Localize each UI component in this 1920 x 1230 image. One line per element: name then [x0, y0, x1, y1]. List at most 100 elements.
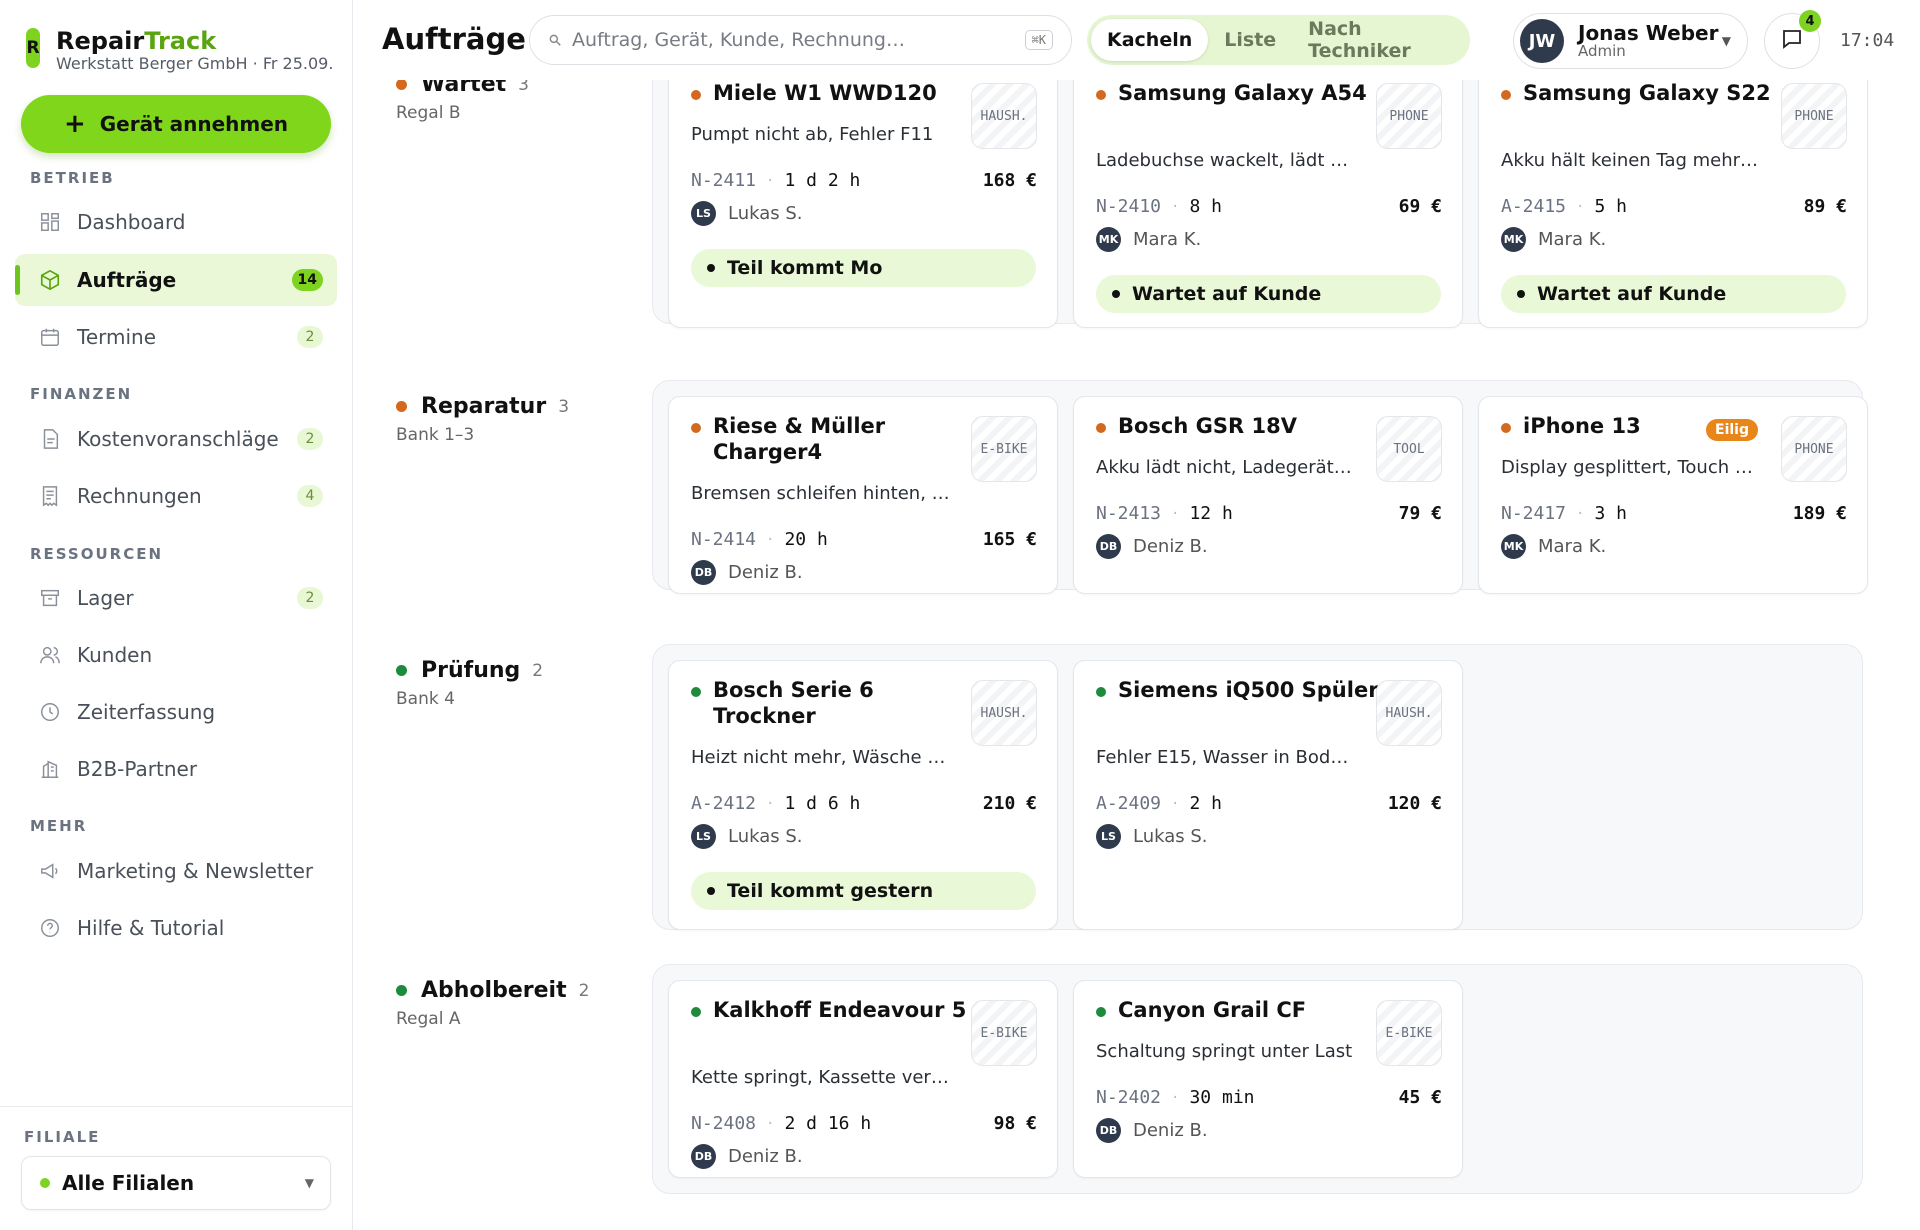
- orders-board: Wartet 3 Regal B Miele W1 WWD120 HAUSH. Pumpt…: [353, 80, 1920, 1230]
- avatar: LS: [691, 201, 716, 226]
- card-meta: A-2409 · 2 h 120 €: [1096, 793, 1442, 814]
- status-dot: [396, 665, 407, 676]
- status-dot: [1501, 90, 1511, 100]
- group-count: 3: [518, 80, 529, 95]
- status-label: Wartet auf Kunde: [1132, 283, 1322, 305]
- avatar: MK: [1096, 227, 1121, 252]
- duration: 30 min: [1189, 1087, 1255, 1108]
- card-meta: N-2408 · 2 d 16 h 98 €: [691, 1113, 1037, 1134]
- separator: ·: [1171, 795, 1180, 812]
- sidebar-item-lager[interactable]: Lager 2: [15, 572, 337, 624]
- clock: 17:04: [1840, 30, 1895, 51]
- search-box[interactable]: ⌘K: [529, 15, 1072, 65]
- view-option-kacheln[interactable]: Kacheln: [1091, 19, 1209, 61]
- order-card[interactable]: Samsung Galaxy A54 PHONE Ladebuchse wackel…: [1073, 80, 1463, 328]
- status-dot: [1096, 1007, 1106, 1017]
- technician: LS Lukas S.: [1096, 824, 1208, 849]
- order-card[interactable]: Siemens iQ500 Spüler HAUSH. Fehler E15, Wa…: [1073, 660, 1463, 930]
- order-card[interactable]: Bosch GSR 18V TOOL Akku lädt nicht, Ladege…: [1073, 396, 1463, 594]
- order-id: N-2410: [1096, 196, 1162, 217]
- technician-name: Lukas S.: [728, 826, 803, 847]
- group-title: Abholbereit 2: [396, 978, 589, 1003]
- technician-name: Mara K.: [1133, 229, 1202, 250]
- avatar: DB: [691, 1144, 716, 1169]
- technician: MK Mara K.: [1501, 227, 1606, 252]
- technician: DB Deniz B.: [1096, 1118, 1208, 1143]
- chevron-down-icon: ▼: [1721, 34, 1731, 48]
- order-card[interactable]: Miele W1 WWD120 HAUSH. Pumpt nicht ab, Feh…: [668, 80, 1058, 328]
- sidebar-item-auftraege[interactable]: Aufträge 14: [15, 254, 337, 306]
- sidebar-item-kostenvoranschlaege[interactable]: Kostenvoranschläge 2: [15, 413, 337, 465]
- technician-name: Lukas S.: [1133, 826, 1208, 847]
- megaphone-icon: [39, 860, 61, 882]
- sidebar-item-rechnungen[interactable]: Rechnungen 4: [15, 470, 337, 522]
- count-badge: 2: [297, 326, 323, 348]
- group-count: 2: [578, 980, 590, 1001]
- order-card[interactable]: Canyon Grail CF E-BIKE Schaltung springt u…: [1073, 980, 1463, 1178]
- order-id: N-2402: [1096, 1087, 1162, 1108]
- sidebar-item-kunden[interactable]: Kunden: [15, 629, 337, 681]
- sidebar-item-termine[interactable]: Termine 2: [15, 311, 337, 363]
- status-dot: [396, 401, 407, 412]
- status-pill: Teil kommt gestern: [691, 872, 1036, 910]
- view-option-liste[interactable]: Liste: [1224, 29, 1277, 51]
- building-icon: [39, 758, 61, 780]
- view-option-nach-techniker[interactable]: Nach Techniker: [1308, 18, 1411, 62]
- avatar: MK: [1501, 227, 1526, 252]
- duration: 3 h: [1594, 503, 1627, 524]
- search-input[interactable]: [572, 29, 992, 51]
- technician: DB Deniz B.: [1096, 534, 1208, 559]
- messages-button[interactable]: 4: [1764, 10, 1821, 69]
- user-role: Admin: [1578, 42, 1626, 60]
- device-category-tag: PHONE: [1376, 83, 1442, 149]
- sidebar-item-dashboard[interactable]: Dashboard: [15, 196, 337, 248]
- order-card[interactable]: Riese & Müller Charger4 E-BIKE Bremsen sch…: [668, 396, 1058, 594]
- count-badge: 14: [291, 269, 323, 291]
- device-category-tag: HAUSH.: [1376, 680, 1442, 746]
- card-meta: N-2414 · 20 h 165 €: [691, 529, 1037, 550]
- technician: DB Deniz B.: [691, 560, 803, 585]
- branch-select[interactable]: Alle Filialen ▼: [21, 1156, 331, 1210]
- clock-icon: [39, 701, 61, 723]
- avatar: DB: [1096, 534, 1121, 559]
- group-title: Wartet 3: [396, 80, 529, 97]
- card-description: Heizt nicht mehr, Wäsche …: [691, 747, 946, 768]
- technician: LS Lukas S.: [691, 201, 803, 226]
- avatar: MK: [1501, 534, 1526, 559]
- sidebar-item-hilfe[interactable]: Hilfe & Tutorial: [15, 902, 337, 954]
- price: 45 €: [1398, 1087, 1442, 1108]
- card-meta: N-2402 · 30 min 45 €: [1096, 1087, 1442, 1108]
- cube-icon: [39, 269, 61, 291]
- technician: LS Lukas S.: [691, 824, 803, 849]
- status-dot: [40, 1178, 50, 1188]
- divider: [0, 1106, 353, 1107]
- card-meta: N-2410 · 8 h 69 €: [1096, 196, 1442, 217]
- status-dot: [707, 264, 715, 272]
- order-card[interactable]: Samsung Galaxy S22 PHONE Akku hält keinen …: [1478, 80, 1868, 328]
- price: 89 €: [1803, 196, 1847, 217]
- card-description: Akku hält keinen Tag mehr…: [1501, 150, 1759, 171]
- technician: MK Mara K.: [1501, 534, 1606, 559]
- user-menu[interactable]: JW Jonas Weber Admin ▼: [1513, 13, 1748, 69]
- order-card[interactable]: Bosch Serie 6 Trockner HAUSH. Heizt nicht …: [668, 660, 1058, 930]
- add-device-button[interactable]: + Gerät annehmen: [21, 95, 331, 153]
- brand[interactable]: R RepairTrack Werkstatt Berger GmbH · Fr…: [26, 28, 333, 74]
- technician: DB Deniz B.: [691, 1144, 803, 1169]
- group-count: 2: [532, 660, 544, 681]
- order-card[interactable]: iPhone 13 PHONE Display gesplittert, Touch…: [1478, 396, 1868, 594]
- status-dot: [1517, 290, 1525, 298]
- device-category-tag: HAUSH.: [971, 83, 1037, 149]
- sidebar-item-marketing[interactable]: Marketing & Newsletter: [15, 845, 337, 897]
- shortcut-hint: ⌘K: [1024, 30, 1053, 50]
- sidebar-item-b2b-partner[interactable]: B2B-Partner: [15, 743, 337, 795]
- avatar: DB: [691, 560, 716, 585]
- status-dot: [396, 80, 407, 90]
- order-card[interactable]: Kalkhoff Endeavour 5 E-BIKE Kette springt,…: [668, 980, 1058, 1178]
- sidebar-item-zeiterfassung[interactable]: Zeiterfassung: [15, 686, 337, 738]
- card-title: Bosch GSR 18V: [1118, 414, 1297, 438]
- avatar: LS: [1096, 824, 1121, 849]
- section-label-mehr: MEHR: [30, 817, 88, 835]
- top-bar: Aufträge ⌘K Kacheln Liste Nach Techniker…: [353, 0, 1920, 80]
- card-description: Pumpt nicht ab, Fehler F11: [691, 124, 934, 145]
- price: 189 €: [1792, 503, 1847, 524]
